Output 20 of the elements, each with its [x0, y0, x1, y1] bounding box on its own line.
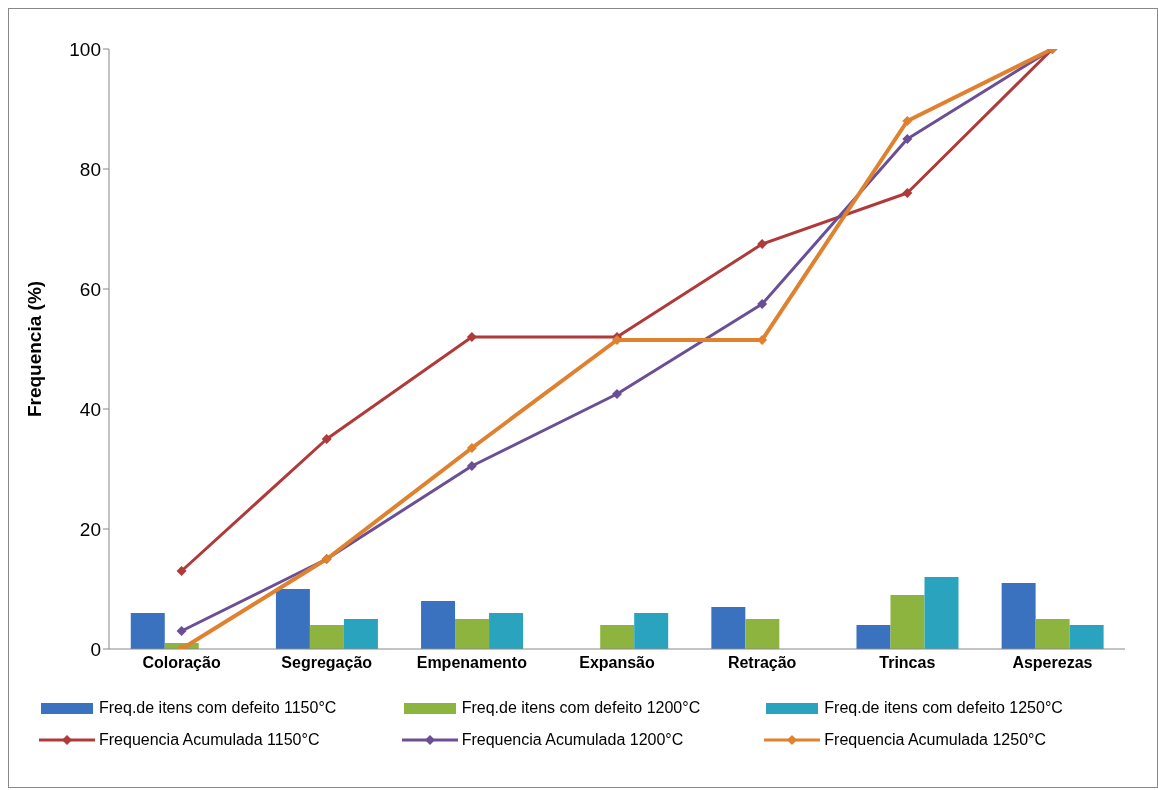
x-tick-label: Trincas — [879, 654, 936, 672]
legend-label: Freq.de itens com defeito 1200°C — [461, 699, 701, 717]
y-axis-title: Frequencia (%) — [23, 280, 45, 418]
x-tick-label: Coloração — [142, 654, 221, 672]
legend-label: Freq.de itens com defeito 1250°C — [824, 699, 1063, 717]
y-tick-label: 80 — [79, 158, 101, 180]
x-tick-label: Empenamento — [416, 654, 528, 672]
legend-label: Freq.de itens com defeito 1150°C — [99, 699, 337, 717]
legend-label: Frequencia Acumulada 1150°C — [99, 731, 320, 749]
x-tick-label: Segregação — [281, 654, 373, 672]
x-tick-label: Asperezas — [1012, 654, 1093, 672]
y-tick-label: 100 — [69, 38, 101, 60]
y-tick-label: 0 — [90, 638, 101, 660]
x-tick-label: Retração — [727, 654, 797, 672]
y-tick-label: 60 — [79, 278, 101, 300]
y-tick-label: 40 — [79, 398, 101, 420]
x-tick-label: Expansão — [579, 654, 656, 672]
legend-label: Frequencia Acumulada 1200°C — [461, 731, 684, 749]
y-tick-label: 20 — [79, 518, 101, 540]
legend-label: Frequencia Acumulada 1250°C — [824, 731, 1046, 749]
